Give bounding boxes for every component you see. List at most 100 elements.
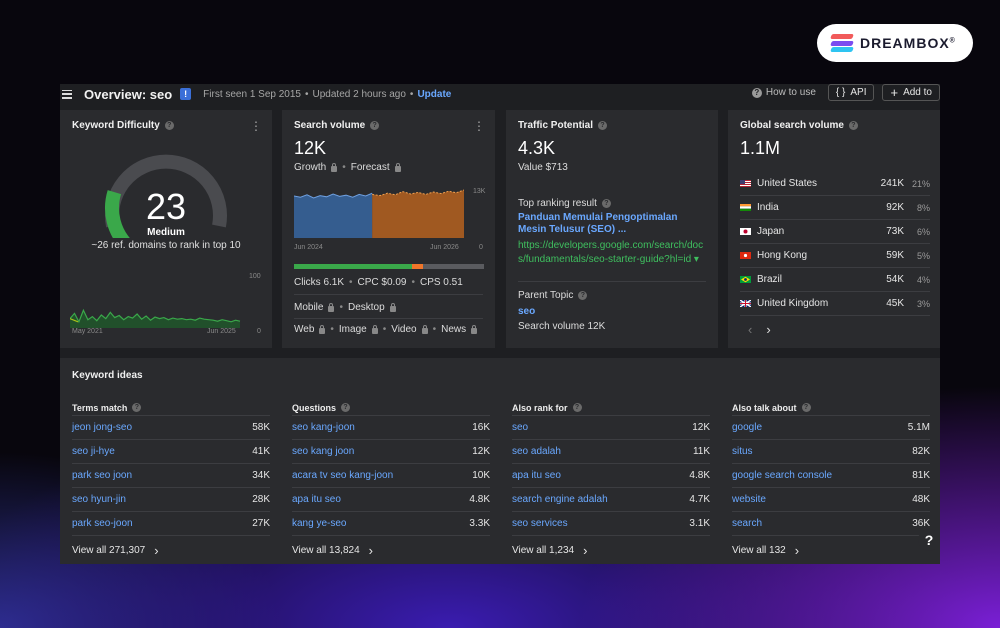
info-icon[interactable]: ?: [370, 121, 380, 130]
country-share: 8%: [916, 202, 930, 213]
country-volume: 241K: [880, 178, 904, 189]
keyword-link[interactable]: seo kang joon: [292, 446, 355, 457]
news-label[interactable]: News: [441, 324, 467, 335]
view-all-questions-link[interactable]: View all 13,824 ›: [292, 536, 490, 564]
keyword-link[interactable]: seo hyun-jin: [72, 494, 126, 505]
overview-header: Overview: seo ! First seen 1 Sep 2015 • …: [60, 84, 940, 104]
keyword-link[interactable]: apa itu seo: [512, 470, 561, 481]
keyword-row: apa itu seo 4.8K: [512, 464, 710, 488]
paid-clicks-segment: [411, 264, 424, 269]
more-options-icon[interactable]: ⋮: [473, 119, 485, 133]
keyword-link[interactable]: google search console: [732, 470, 833, 481]
forecast-label[interactable]: Forecast: [350, 162, 390, 173]
update-link[interactable]: Update: [417, 88, 452, 100]
next-page-button[interactable]: ›: [766, 322, 771, 337]
separator-bullet: •: [339, 302, 343, 313]
info-icon[interactable]: ?: [598, 121, 608, 130]
lock-icon: [328, 302, 335, 312]
keyword-link[interactable]: situs: [732, 446, 753, 457]
search-volume-chart: [294, 189, 464, 238]
prev-page-button[interactable]: ‹: [748, 322, 753, 337]
view-all-also-talk-about-link[interactable]: View all 132 ›: [732, 536, 930, 564]
growth-label[interactable]: Growth: [294, 162, 327, 173]
info-icon[interactable]: ?: [572, 403, 582, 412]
chevron-right-icon: ›: [154, 542, 159, 558]
api-button[interactable]: { } API: [827, 84, 875, 101]
keyword-link[interactable]: seo services: [512, 518, 568, 529]
keyword-volume: 12K: [472, 446, 490, 457]
info-icon[interactable]: ?: [341, 403, 351, 412]
parent-topic-volume: Search volume 12K: [518, 321, 606, 332]
country-row[interactable]: United Kingdom 45K 3%: [740, 292, 930, 316]
alert-badge[interactable]: !: [180, 88, 192, 100]
keyword-link[interactable]: park seo-joon: [72, 518, 133, 529]
global-search-volume-card: Global search volume ? 1.1M United State…: [728, 110, 940, 348]
keyword-link[interactable]: park seo joon: [72, 470, 133, 481]
kd-description: ~26 ref. domains to rank in top 10: [91, 240, 241, 251]
keyword-link[interactable]: seo kang-joon: [292, 422, 355, 433]
info-icon[interactable]: ?: [601, 199, 611, 208]
more-options-icon[interactable]: ⋮: [250, 119, 262, 133]
keyword-volume: 3.3K: [469, 518, 490, 529]
keyword-difficulty-card: Keyword Difficulty ? ⋮ 23 Medium ~26 ref…: [60, 110, 272, 348]
country-volume: 45K: [886, 298, 904, 309]
keyword-link[interactable]: google: [732, 422, 763, 433]
keyword-link[interactable]: seo: [512, 422, 529, 433]
video-label[interactable]: Video: [391, 324, 417, 335]
add-to-button[interactable]: + Add to: [882, 84, 940, 101]
hamburger-menu-icon[interactable]: [62, 89, 72, 99]
clicks-value: Clicks 6.1K: [294, 277, 345, 288]
info-icon[interactable]: ?: [132, 403, 142, 412]
keyword-volume: 5.1M: [907, 422, 930, 433]
separator-bullet: •: [349, 277, 353, 288]
keyword-volume: 11K: [692, 446, 710, 457]
clicks-row: Clicks 6.1K • CPC $0.09 • CPS 0.51: [294, 277, 463, 288]
lock-icon: [371, 324, 378, 334]
gsv-value: 1.1M: [740, 138, 781, 158]
keyword-link[interactable]: jeon jong-seo: [72, 422, 133, 433]
keyword-link[interactable]: apa itu seo: [292, 494, 341, 505]
country-row[interactable]: Brazil 54K 4%: [740, 268, 930, 292]
country-row[interactable]: Hong Kong 59K 5%: [740, 244, 930, 268]
top-ranking-title-link[interactable]: Panduan Memulai Pengoptimalan Mesin Telu…: [518, 212, 678, 235]
divider: [294, 318, 483, 319]
country-volume: 92K: [886, 202, 904, 213]
no-clicks-segment: [423, 264, 484, 269]
info-icon[interactable]: ?: [164, 121, 174, 130]
country-row[interactable]: Japan 73K 6%: [740, 220, 930, 244]
kd-history-area: [70, 310, 240, 328]
keyword-link[interactable]: search engine adalah: [512, 494, 608, 505]
country-row[interactable]: United States 241K 21%: [740, 172, 930, 196]
keyword-row: seo hyun-jin 28K: [72, 488, 270, 512]
web-label[interactable]: Web: [294, 324, 315, 335]
mobile-label[interactable]: Mobile: [294, 302, 324, 313]
keyword-volume: 28K: [252, 494, 270, 505]
keyword-link[interactable]: seo adalah: [512, 446, 561, 457]
keyword-row: google 5.1M: [732, 416, 930, 440]
how-to-use-link[interactable]: ? How to use: [751, 87, 816, 98]
keyword-link[interactable]: search: [732, 518, 763, 529]
parent-topic-link[interactable]: seo: [518, 306, 536, 317]
info-icon[interactable]: ?: [578, 291, 588, 300]
kd-chart-end: Jun 2025: [207, 328, 236, 335]
separator-bullet: •: [382, 324, 387, 335]
device-row: Mobile • Desktop: [294, 302, 396, 313]
help-button[interactable]: ?: [918, 529, 940, 551]
keyword-link[interactable]: kang ye-seo: [292, 518, 347, 529]
image-label[interactable]: Image: [338, 324, 367, 335]
japan-flag-icon: [740, 228, 751, 235]
info-icon[interactable]: ?: [801, 403, 811, 412]
top-ranking-url-link[interactable]: https://developers.google.com/search/doc…: [518, 240, 704, 265]
us-flag-icon: [740, 180, 751, 187]
keyword-ideas-panel: Keyword ideas Terms match? jeon jong-seo…: [60, 358, 940, 564]
tp-value: 4.3K: [518, 138, 556, 158]
view-all-also-rank-for-link[interactable]: View all 1,234 ›: [512, 536, 710, 564]
keyword-link[interactable]: seo ji-hye: [72, 446, 115, 457]
desktop-label[interactable]: Desktop: [347, 302, 385, 313]
keyword-link[interactable]: website: [732, 494, 766, 505]
view-all-terms-match-link[interactable]: View all 271,307 ›: [72, 536, 270, 564]
india-flag-icon: [740, 204, 751, 211]
country-row[interactable]: India 92K 8%: [740, 196, 930, 220]
keyword-link[interactable]: acara tv seo kang-joon: [292, 470, 394, 481]
info-icon[interactable]: ?: [848, 121, 858, 130]
